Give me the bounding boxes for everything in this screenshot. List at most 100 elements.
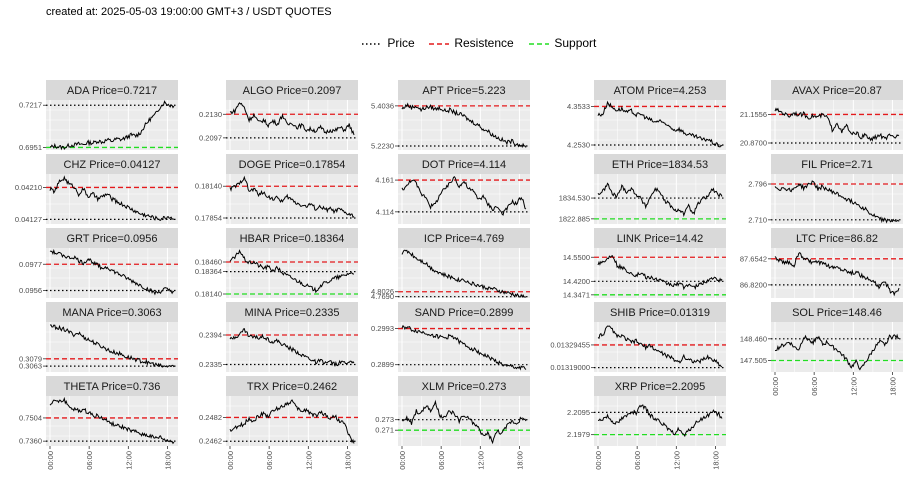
xtick-label-xlm: 12:00 bbox=[476, 451, 485, 470]
price-series-icp bbox=[401, 249, 526, 298]
ytick-label-fil: 2.710 bbox=[748, 215, 767, 224]
ytick-label-hbar: 0.18364 bbox=[195, 267, 222, 276]
strip-label-xlm: XLM Price=0.273 bbox=[422, 381, 507, 393]
ytick-label-xrp: 2.1979 bbox=[567, 430, 590, 439]
legend-support-label: Support bbox=[554, 36, 597, 50]
ytick-label-theta: 0.7360 bbox=[19, 437, 42, 446]
price-series-mina bbox=[229, 328, 355, 367]
ytick-label-eth: 1834.530 bbox=[559, 194, 590, 203]
panel-bg-hbar bbox=[226, 248, 358, 298]
xtick-label-trx: 18:00 bbox=[343, 451, 352, 470]
strip-hbar bbox=[226, 228, 358, 248]
ytick-label-mana: 0.3063 bbox=[19, 362, 42, 371]
strip-xrp bbox=[594, 376, 726, 396]
ytick-label-ada: 0.6951 bbox=[19, 143, 42, 152]
strip-label-algo: ALGO Price=0.2097 bbox=[243, 85, 342, 97]
ytick-label-doge: 0.18140 bbox=[195, 182, 222, 191]
ytick-label-dot: 4.161 bbox=[375, 176, 394, 185]
ytick-label-grt: 0.0977 bbox=[19, 260, 42, 269]
ytick-label-sand: 0.2899 bbox=[371, 360, 394, 369]
xtick-label-sol: 18:00 bbox=[888, 377, 897, 396]
ytick-label-apt: 5.4036 bbox=[371, 101, 394, 110]
ytick-label-sand: 0.2993 bbox=[371, 324, 394, 333]
legend-resistence-label: Resistence bbox=[454, 36, 514, 50]
price-series-link bbox=[597, 255, 723, 291]
xtick-label-sol: 00:00 bbox=[771, 377, 780, 396]
price-series-trx bbox=[229, 399, 355, 444]
price-series-theta bbox=[49, 396, 175, 445]
panel-bg-ltc bbox=[771, 248, 903, 298]
strip-sol bbox=[771, 302, 903, 322]
legend-support-key-icon bbox=[529, 43, 549, 45]
strip-label-theta: THETA Price=0.736 bbox=[64, 381, 161, 393]
panel-bg-link bbox=[594, 248, 726, 298]
strip-label-apt: APT Price=5.223 bbox=[422, 85, 505, 97]
panel-bg-sol bbox=[771, 322, 903, 372]
strip-grt bbox=[46, 228, 178, 248]
panel-bg-sand bbox=[398, 322, 530, 372]
legend-item-resistence: Resistence bbox=[427, 36, 514, 50]
legend-price-key-icon bbox=[362, 43, 382, 45]
ytick-label-algo: 0.2097 bbox=[199, 133, 222, 142]
legend-resistence-key-icon bbox=[429, 43, 449, 45]
panel-bg-fil bbox=[771, 174, 903, 224]
strip-label-grt: GRT Price=0.0956 bbox=[66, 233, 157, 245]
panel-bg-atom bbox=[594, 100, 726, 150]
strip-label-link: LINK Price=14.42 bbox=[617, 233, 704, 245]
strip-doge bbox=[226, 154, 358, 174]
panel-bg-icp bbox=[398, 248, 530, 298]
price-series-eth bbox=[597, 182, 723, 218]
price-series-xrp bbox=[597, 404, 723, 438]
ytick-label-algo: 0.2130 bbox=[199, 110, 222, 119]
ytick-label-chz: 0.04210 bbox=[15, 183, 42, 192]
panel-bg-xlm bbox=[398, 396, 530, 446]
ytick-label-hbar: 0.18140 bbox=[195, 290, 222, 299]
ytick-label-hbar: 0.18460 bbox=[195, 258, 222, 267]
strip-theta bbox=[46, 376, 178, 396]
ytick-label-xlm: 0.273 bbox=[375, 415, 394, 424]
strip-label-chz: CHZ Price=0.04127 bbox=[64, 159, 161, 171]
ytick-label-doge: 0.17854 bbox=[195, 214, 222, 223]
panel-bg-avax bbox=[771, 100, 903, 150]
ytick-label-atom: 4.2530 bbox=[567, 141, 590, 150]
ytick-label-atom: 4.3533 bbox=[567, 102, 590, 111]
ytick-label-link: 14.4200 bbox=[563, 277, 590, 286]
ytick-label-shib: 0.01319000 bbox=[550, 363, 590, 372]
ytick-label-avax: 20.8700 bbox=[740, 139, 767, 148]
xtick-label-trx: 12:00 bbox=[304, 451, 313, 470]
strip-mana bbox=[46, 302, 178, 322]
price-series-xlm bbox=[401, 399, 527, 445]
strip-dot bbox=[398, 154, 530, 174]
strip-xlm bbox=[398, 376, 530, 396]
strip-avax bbox=[771, 80, 903, 100]
xtick-label-theta: 00:00 bbox=[46, 451, 55, 470]
ytick-label-link: 14.3471 bbox=[563, 290, 590, 299]
price-series-mana bbox=[49, 324, 175, 368]
strip-label-trx: TRX Price=0.2462 bbox=[247, 381, 337, 393]
strip-algo bbox=[226, 80, 358, 100]
ytick-label-chz: 0.04127 bbox=[15, 215, 42, 224]
ytick-label-icp: 4.8026 bbox=[371, 287, 394, 296]
price-series-shib bbox=[597, 325, 723, 368]
price-series-ada bbox=[49, 100, 175, 151]
ytick-label-ada: 0.7217 bbox=[19, 101, 42, 110]
ytick-label-trx: 0.2462 bbox=[199, 437, 222, 446]
strip-label-ada: ADA Price=0.7217 bbox=[67, 85, 157, 97]
strip-label-icp: ICP Price=4.769 bbox=[424, 233, 504, 245]
price-series-grt bbox=[49, 248, 175, 296]
xtick-label-trx: 00:00 bbox=[226, 451, 235, 470]
price-series-ltc bbox=[774, 252, 900, 297]
xtick-label-xlm: 18:00 bbox=[515, 451, 524, 470]
ytick-label-mina: 0.2394 bbox=[199, 331, 222, 340]
chart-caption: created at: 2025-05-03 19:00:00 GMT+3 / … bbox=[46, 6, 332, 18]
price-series-atom bbox=[597, 100, 723, 148]
strip-label-doge: DOGE Price=0.17854 bbox=[239, 159, 346, 171]
panel-bg-algo bbox=[226, 100, 358, 150]
strip-apt bbox=[398, 80, 530, 100]
ytick-label-fil: 2.796 bbox=[748, 180, 767, 189]
ytick-label-link: 14.5500 bbox=[563, 253, 590, 262]
strip-trx bbox=[226, 376, 358, 396]
legend-item-price: Price bbox=[360, 36, 415, 50]
xtick-label-xrp: 00:00 bbox=[594, 451, 603, 470]
xtick-label-xrp: 18:00 bbox=[711, 451, 720, 470]
